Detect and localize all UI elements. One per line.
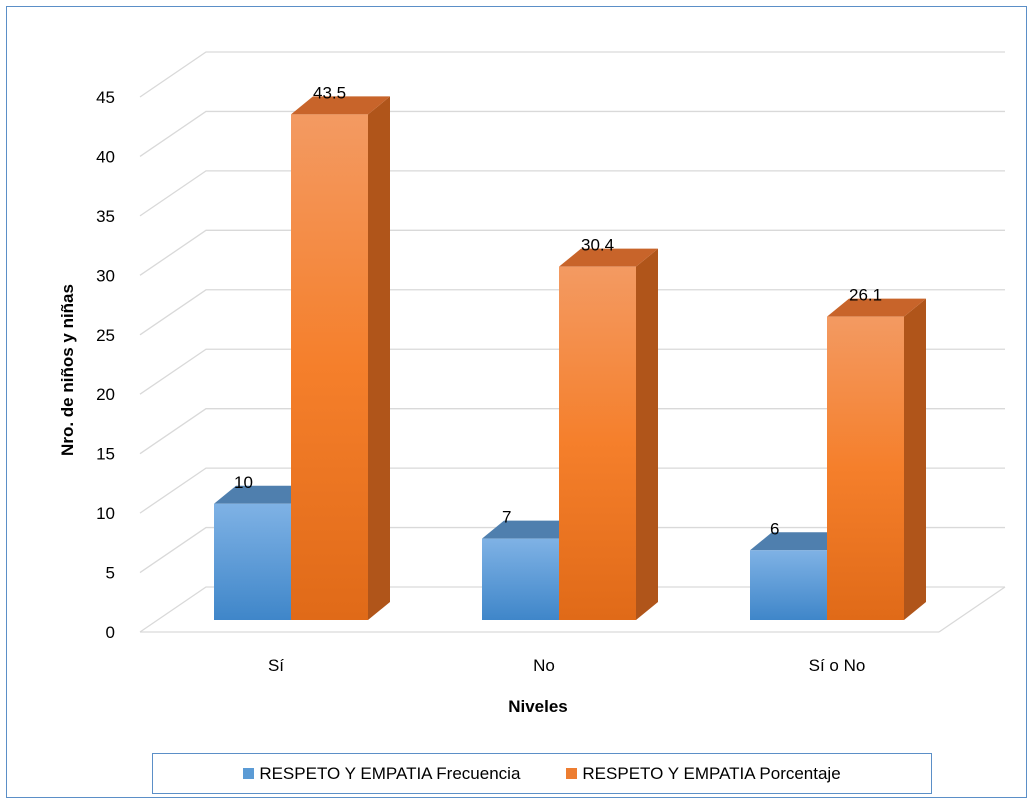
legend-swatch-porcentaje [566,768,578,779]
bar [827,316,904,620]
gridline [139,289,1005,336]
gridline [139,110,1005,157]
legend-label-porcentaje: RESPETO Y EMPATIA Porcentaje [582,763,841,783]
y-tick-label: 25 [96,326,115,345]
gridline [139,348,1005,395]
floor-right-line [938,586,1006,633]
y-tick-label: 20 [96,385,115,404]
y-tick-label: 10 [96,504,115,523]
gridline [139,467,1005,514]
y-tick-label: 40 [96,147,115,166]
gridline [139,229,1005,276]
y-tick-label: 5 [106,564,115,583]
bar [291,114,368,620]
bar-top [214,485,313,504]
y-axis-title: Nro. de niños y niñas [58,284,77,456]
bar-side [636,248,658,620]
y-tick-label: 15 [96,445,115,464]
bar-top [482,520,581,539]
x-category-label: Sí [268,656,284,675]
y-axis-ticks: 0 5 10 15 20 25 30 35 40 45 [96,88,115,642]
bar-top [750,532,849,551]
legend: RESPETO Y EMPATIA Frecuencia RESPETO Y E… [152,753,932,794]
y-tick-label: 35 [96,207,115,226]
data-label: 43.5 [313,83,346,102]
bar [214,503,291,620]
data-label: 30.4 [581,236,614,255]
gridline [139,170,1005,217]
legend-item-porcentaje: RESPETO Y EMPATIA Porcentaje [566,763,841,784]
gridline [139,526,1005,574]
data-labels: 10 7 6 43.5 30.4 26.1 [234,83,882,538]
data-label: 7 [502,508,511,527]
bar [482,538,559,620]
legend-label-frecuencia: RESPETO Y EMPATIA Frecuencia [259,763,521,783]
bar-side [904,298,926,620]
gridline [139,51,1005,98]
bar-side [368,96,390,620]
legend-item-frecuencia: RESPETO Y EMPATIA Frecuencia [243,764,520,784]
data-label: 10 [234,473,253,492]
y-tick-label: 30 [96,266,115,285]
y-tick-label: 45 [96,88,115,107]
y-tick-label: 0 [106,623,115,642]
x-category-label: Sí o No [809,656,866,675]
data-label: 26.1 [849,286,882,305]
x-category-label: No [533,656,555,675]
gridline [139,586,1005,633]
data-label: 6 [770,519,779,538]
gridline [139,408,1005,455]
x-axis-categories: Sí No Sí o No [268,656,865,675]
bar [750,550,827,620]
bars [214,96,926,620]
bar-top [559,248,658,267]
x-axis-title: Niveles [508,697,568,716]
bar-top [291,96,390,115]
bar [559,266,636,620]
bar-top [827,298,926,317]
gridlines [139,51,1006,633]
legend-swatch-frecuencia [243,768,255,779]
